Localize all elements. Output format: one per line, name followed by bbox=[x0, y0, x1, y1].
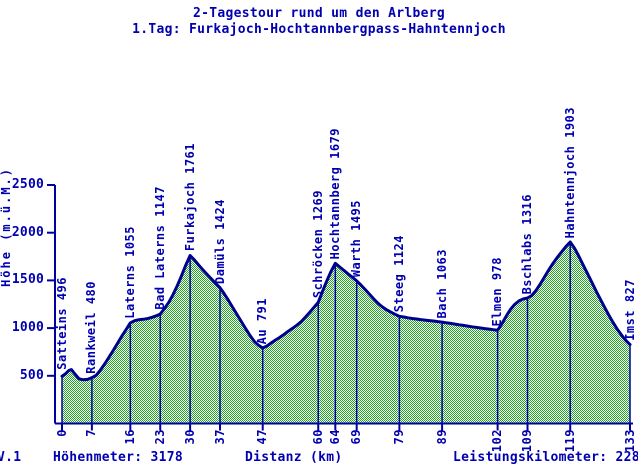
chart-title-line1: 2-Tagestour rund um den Arlberg bbox=[193, 6, 445, 21]
y-tick-label: 2000 bbox=[11, 224, 44, 240]
x-axis-title: Distanz (km) bbox=[245, 450, 343, 465]
x-tick-label: 79 bbox=[391, 429, 406, 445]
waypoint-label-au: Au 791 bbox=[255, 297, 270, 345]
waypoint-label-furkajoch: Furkajoch 1761 bbox=[182, 143, 197, 252]
x-tick-label: 23 bbox=[152, 429, 167, 445]
waypoint-label-hahntennjoch: Hahntennjoch 1903 bbox=[562, 106, 577, 238]
waypoint-label-schröcken: Schröcken 1269 bbox=[310, 190, 325, 299]
waypoint-label-bschlabs: Bschlabs 1316 bbox=[520, 193, 534, 294]
x-tick-label: 47 bbox=[255, 429, 270, 445]
waypoint-label-steeg: Steeg 1124 bbox=[391, 235, 406, 313]
waypoint-label-warth: Warth 1495 bbox=[349, 199, 364, 277]
x-tick-label: 60 bbox=[310, 429, 325, 445]
waypoint-label-imst: Imst 827 bbox=[622, 278, 637, 341]
x-tick-label: 7 bbox=[84, 429, 99, 437]
y-tick-label: 2500 bbox=[11, 177, 44, 192]
elevation-area bbox=[62, 242, 630, 424]
x-tick-label: 133 bbox=[622, 429, 637, 453]
waypoint-label-bad-laterns: Bad Laterns 1147 bbox=[152, 186, 167, 311]
x-tick-label: 64 bbox=[327, 429, 342, 445]
waypoint-label-laterns: Laterns 1055 bbox=[122, 226, 137, 319]
footer-performance-km: Leistungskilometer: 228 bbox=[453, 450, 638, 465]
waypoint-label-damüls: Damüls 1424 bbox=[212, 198, 227, 284]
x-tick-label: 109 bbox=[520, 429, 534, 453]
waypoint-label-satteins: Satteins 496 bbox=[54, 277, 69, 370]
waypoint-label-rankweil: Rankweil 480 bbox=[84, 281, 99, 374]
waypoint-label-hochtannberg: Hochtannberg 1679 bbox=[327, 128, 342, 260]
chart-title-line2: 1.Tag: Furkajoch-Hochtannbergpass-Hahnte… bbox=[132, 22, 506, 37]
x-tick-label: 37 bbox=[212, 429, 227, 445]
x-tick-label: 69 bbox=[349, 429, 364, 445]
elevation-profile-line bbox=[60, 240, 632, 382]
x-tick-label: 89 bbox=[434, 429, 449, 445]
x-tick-label: 16 bbox=[122, 429, 137, 445]
y-tick-label: 1500 bbox=[11, 272, 44, 288]
waypoint-label-elmen: Elmen 978 bbox=[490, 256, 505, 327]
waypoint-label-bach: Bach 1063 bbox=[434, 248, 449, 319]
x-tick-label: 102 bbox=[490, 429, 505, 453]
x-tick-label: 119 bbox=[562, 429, 577, 453]
footer-version: V.1 bbox=[0, 450, 22, 465]
x-tick-label: 0 bbox=[54, 429, 69, 437]
footer-elevation-gain: Höhenmeter: 3178 bbox=[53, 450, 184, 465]
y-tick-label: 500 bbox=[19, 367, 44, 383]
y-tick-label: 1000 bbox=[11, 320, 44, 336]
x-tick-label: 30 bbox=[182, 429, 197, 445]
